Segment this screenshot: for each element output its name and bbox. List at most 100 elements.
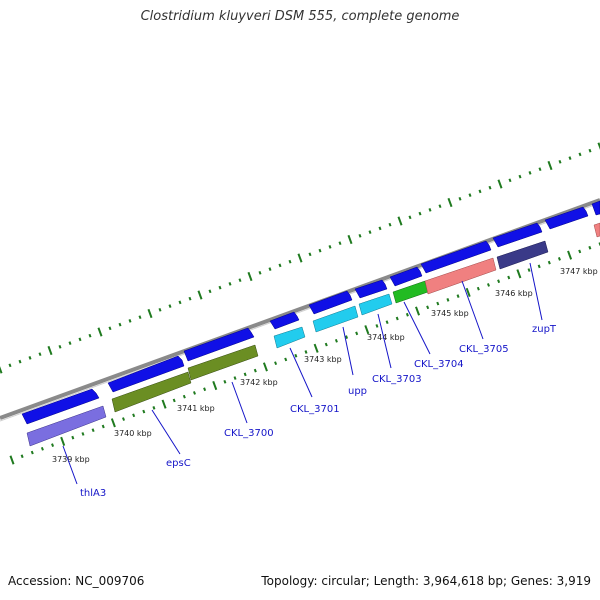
cds-arrow[interactable] xyxy=(544,206,589,230)
minor-tick xyxy=(58,344,62,349)
gene-bar-upp[interactable] xyxy=(312,305,359,333)
cds-arrow[interactable] xyxy=(308,290,353,315)
inner-tick-ring xyxy=(9,242,600,465)
scale-label: 3746 kbp xyxy=(495,289,533,298)
minor-tick xyxy=(91,428,95,433)
leader-line xyxy=(289,347,313,398)
major-tick xyxy=(212,380,218,391)
cds-arrow[interactable] xyxy=(107,355,185,393)
gene-label-CKL_3704[interactable]: CKL_3704 xyxy=(414,359,464,370)
gene-label-thlA3[interactable]: thlA3 xyxy=(80,488,106,499)
gene-label-leaders xyxy=(62,262,543,485)
minor-tick xyxy=(408,215,412,220)
minor-tick xyxy=(284,357,288,362)
minor-tick xyxy=(456,294,460,298)
gene-bar-CKL_3700[interactable] xyxy=(187,344,259,381)
minor-tick xyxy=(192,391,196,395)
cds-arrow[interactable] xyxy=(269,311,300,330)
major-tick xyxy=(0,366,3,374)
gene-label-CKL_3705[interactable]: CKL_3705 xyxy=(459,344,509,355)
leader-line xyxy=(403,301,431,355)
outer-tick-ring xyxy=(0,142,600,374)
minor-tick xyxy=(158,307,162,312)
minor-tick xyxy=(507,275,511,280)
minor-tick xyxy=(278,263,282,268)
gene-bar-CKL_3703[interactable] xyxy=(358,293,393,316)
minor-tick xyxy=(268,267,272,271)
gene-bar-edge[interactable] xyxy=(593,222,600,238)
major-tick xyxy=(297,253,303,263)
minor-tick xyxy=(318,248,322,253)
major-tick xyxy=(47,345,53,356)
gene-label-epsC[interactable]: epsC xyxy=(166,458,191,469)
scale-label: 3747 kbp xyxy=(560,267,598,276)
cds-arrow[interactable] xyxy=(354,279,388,299)
minor-tick xyxy=(274,361,278,366)
minor-tick xyxy=(172,398,176,403)
gene-bar-CKL_3705[interactable] xyxy=(424,257,497,295)
minor-tick xyxy=(168,304,172,308)
scale-label: 3740 kbp xyxy=(114,429,152,438)
gene-label-CKL_3701[interactable]: CKL_3701 xyxy=(290,404,340,415)
gene-feature-track xyxy=(26,222,600,447)
minor-tick xyxy=(358,233,362,238)
accession-text: Accession: NC_009706 xyxy=(8,574,145,588)
minor-tick xyxy=(385,320,389,325)
minor-tick xyxy=(233,376,237,380)
minor-tick xyxy=(395,316,399,321)
cds-arrow[interactable] xyxy=(183,327,255,362)
gene-label-CKL_3703[interactable]: CKL_3703 xyxy=(372,374,422,385)
minor-tick xyxy=(308,252,312,257)
minor-tick xyxy=(18,359,22,364)
minor-tick xyxy=(208,289,212,294)
minor-tick xyxy=(118,322,122,327)
gene-label-upp[interactable]: upp xyxy=(348,386,367,397)
minor-tick xyxy=(20,454,24,459)
cds-arrow[interactable] xyxy=(420,240,492,274)
gene-bar-thlA3[interactable] xyxy=(26,405,107,447)
minor-tick xyxy=(478,189,482,194)
minor-tick xyxy=(568,156,572,160)
minor-tick xyxy=(142,409,146,414)
major-tick xyxy=(147,308,153,319)
cds-arrow[interactable] xyxy=(492,222,543,248)
leader-line xyxy=(529,262,543,321)
leader-line xyxy=(377,313,392,369)
gene-bar-CKL_3701[interactable] xyxy=(273,326,306,349)
minor-tick xyxy=(78,337,82,342)
minor-tick xyxy=(557,257,561,261)
minor-tick xyxy=(375,324,379,328)
minor-tick xyxy=(355,331,359,336)
gene-bar-epsC[interactable] xyxy=(111,371,192,413)
cds-arrow[interactable] xyxy=(21,388,100,425)
major-tick xyxy=(197,290,203,300)
minor-tick xyxy=(258,270,262,275)
minor-tick xyxy=(438,204,442,209)
genome-summary-text: Topology: circular; Length: 3,964,618 bp… xyxy=(261,574,591,588)
minor-tick xyxy=(132,413,136,418)
scale-label: 3741 kbp xyxy=(177,404,215,413)
minor-tick xyxy=(223,379,227,384)
minor-tick xyxy=(334,338,338,343)
leader-line xyxy=(62,445,78,485)
cds-arrow[interactable] xyxy=(389,266,423,287)
gene-bar-zupT[interactable] xyxy=(496,240,549,270)
minor-tick xyxy=(558,159,562,164)
major-tick xyxy=(247,271,253,282)
minor-tick xyxy=(345,335,349,339)
minor-tick xyxy=(228,282,232,286)
minor-tick xyxy=(253,368,257,373)
minor-tick xyxy=(405,312,409,317)
minor-tick xyxy=(128,319,132,323)
gene-label-CKL_3700[interactable]: CKL_3700 xyxy=(224,428,274,439)
minor-tick xyxy=(51,443,55,447)
cds-arrow[interactable] xyxy=(591,200,600,216)
minor-tick xyxy=(152,406,156,410)
gene-label-zupT[interactable]: zupT xyxy=(532,324,557,335)
major-tick xyxy=(60,436,66,446)
scale-label: 3744 kbp xyxy=(367,333,405,342)
minor-tick xyxy=(388,222,392,227)
major-tick xyxy=(9,455,15,465)
minor-tick xyxy=(446,298,450,302)
